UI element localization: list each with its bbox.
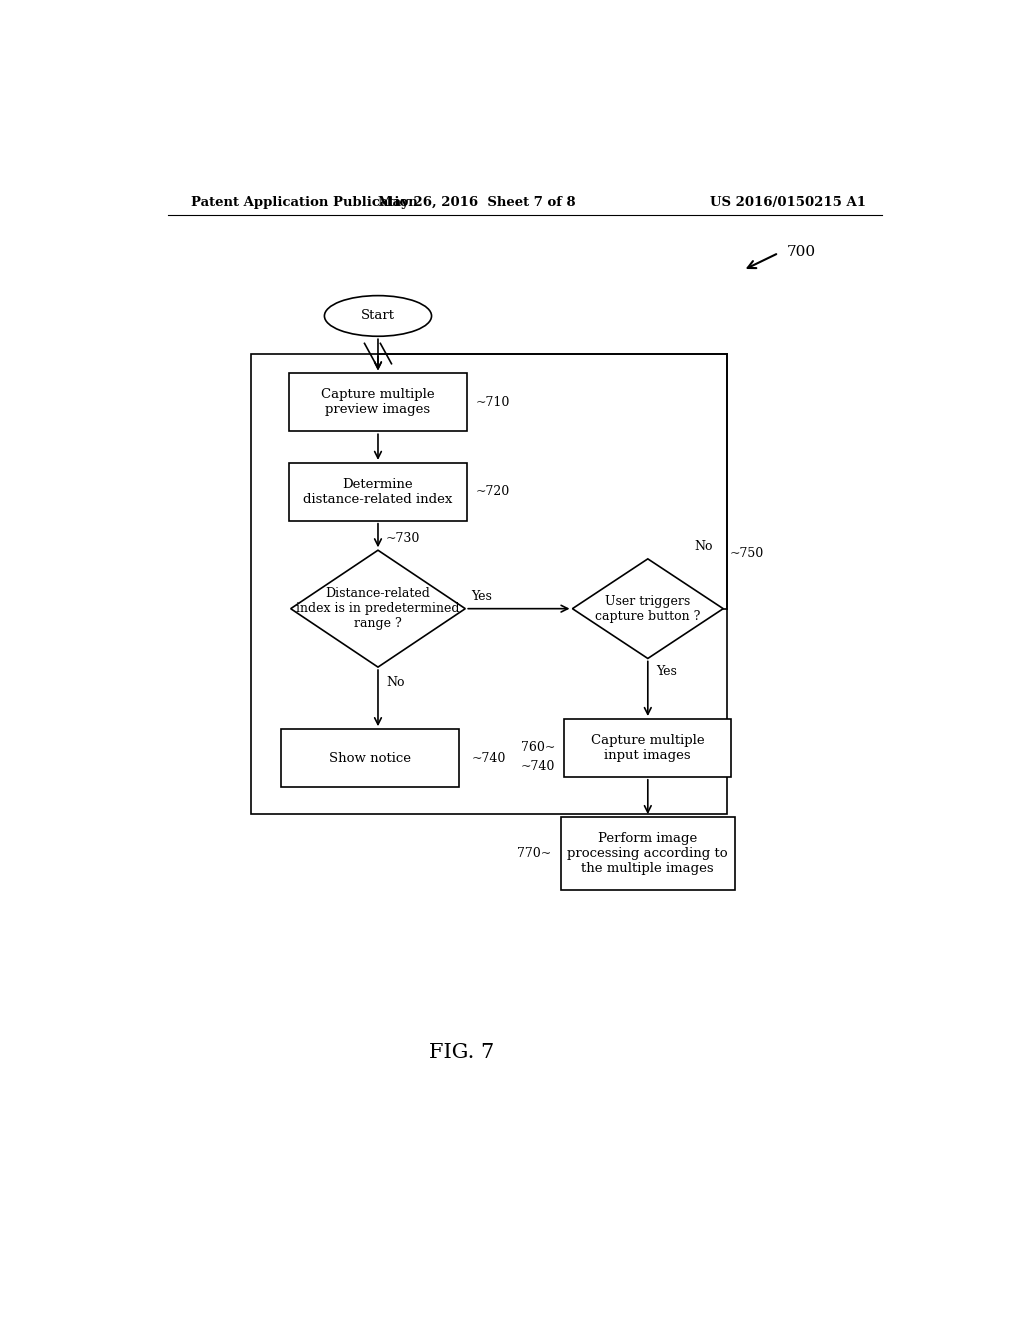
Ellipse shape — [325, 296, 431, 337]
Text: Determine
distance-related index: Determine distance-related index — [303, 478, 453, 506]
Text: 760~: 760~ — [521, 742, 555, 755]
FancyBboxPatch shape — [560, 817, 735, 890]
Text: 700: 700 — [786, 246, 816, 259]
FancyBboxPatch shape — [281, 729, 460, 787]
Text: Distance-related
index is in predetermined
range ?: Distance-related index is in predetermin… — [296, 587, 460, 630]
Polygon shape — [572, 558, 723, 659]
Text: ~720: ~720 — [475, 486, 510, 498]
FancyBboxPatch shape — [289, 463, 467, 521]
Text: Show notice: Show notice — [329, 751, 411, 764]
Text: ~710: ~710 — [475, 396, 510, 409]
FancyBboxPatch shape — [564, 719, 731, 777]
Text: Perform image
processing according to
the multiple images: Perform image processing according to th… — [567, 832, 728, 875]
Polygon shape — [291, 550, 465, 667]
Text: Start: Start — [361, 309, 395, 322]
Text: May 26, 2016  Sheet 7 of 8: May 26, 2016 Sheet 7 of 8 — [379, 195, 575, 209]
Text: Capture multiple
preview images: Capture multiple preview images — [322, 388, 435, 416]
Text: FIG. 7: FIG. 7 — [429, 1043, 494, 1063]
Text: Yes: Yes — [655, 665, 677, 678]
Text: Patent Application Publication: Patent Application Publication — [191, 195, 418, 209]
Text: Capture multiple
input images: Capture multiple input images — [591, 734, 705, 762]
FancyBboxPatch shape — [289, 374, 467, 432]
Text: ~730: ~730 — [386, 532, 420, 545]
Text: ~740: ~740 — [471, 751, 506, 764]
Text: Yes: Yes — [472, 590, 493, 603]
Text: 770~: 770~ — [517, 847, 551, 861]
Text: No: No — [694, 540, 713, 553]
Text: ~740: ~740 — [521, 760, 555, 772]
Text: ~750: ~750 — [729, 548, 764, 560]
Text: No: No — [386, 676, 404, 689]
Text: US 2016/0150215 A1: US 2016/0150215 A1 — [710, 195, 866, 209]
Text: User triggers
capture button ?: User triggers capture button ? — [595, 595, 700, 623]
